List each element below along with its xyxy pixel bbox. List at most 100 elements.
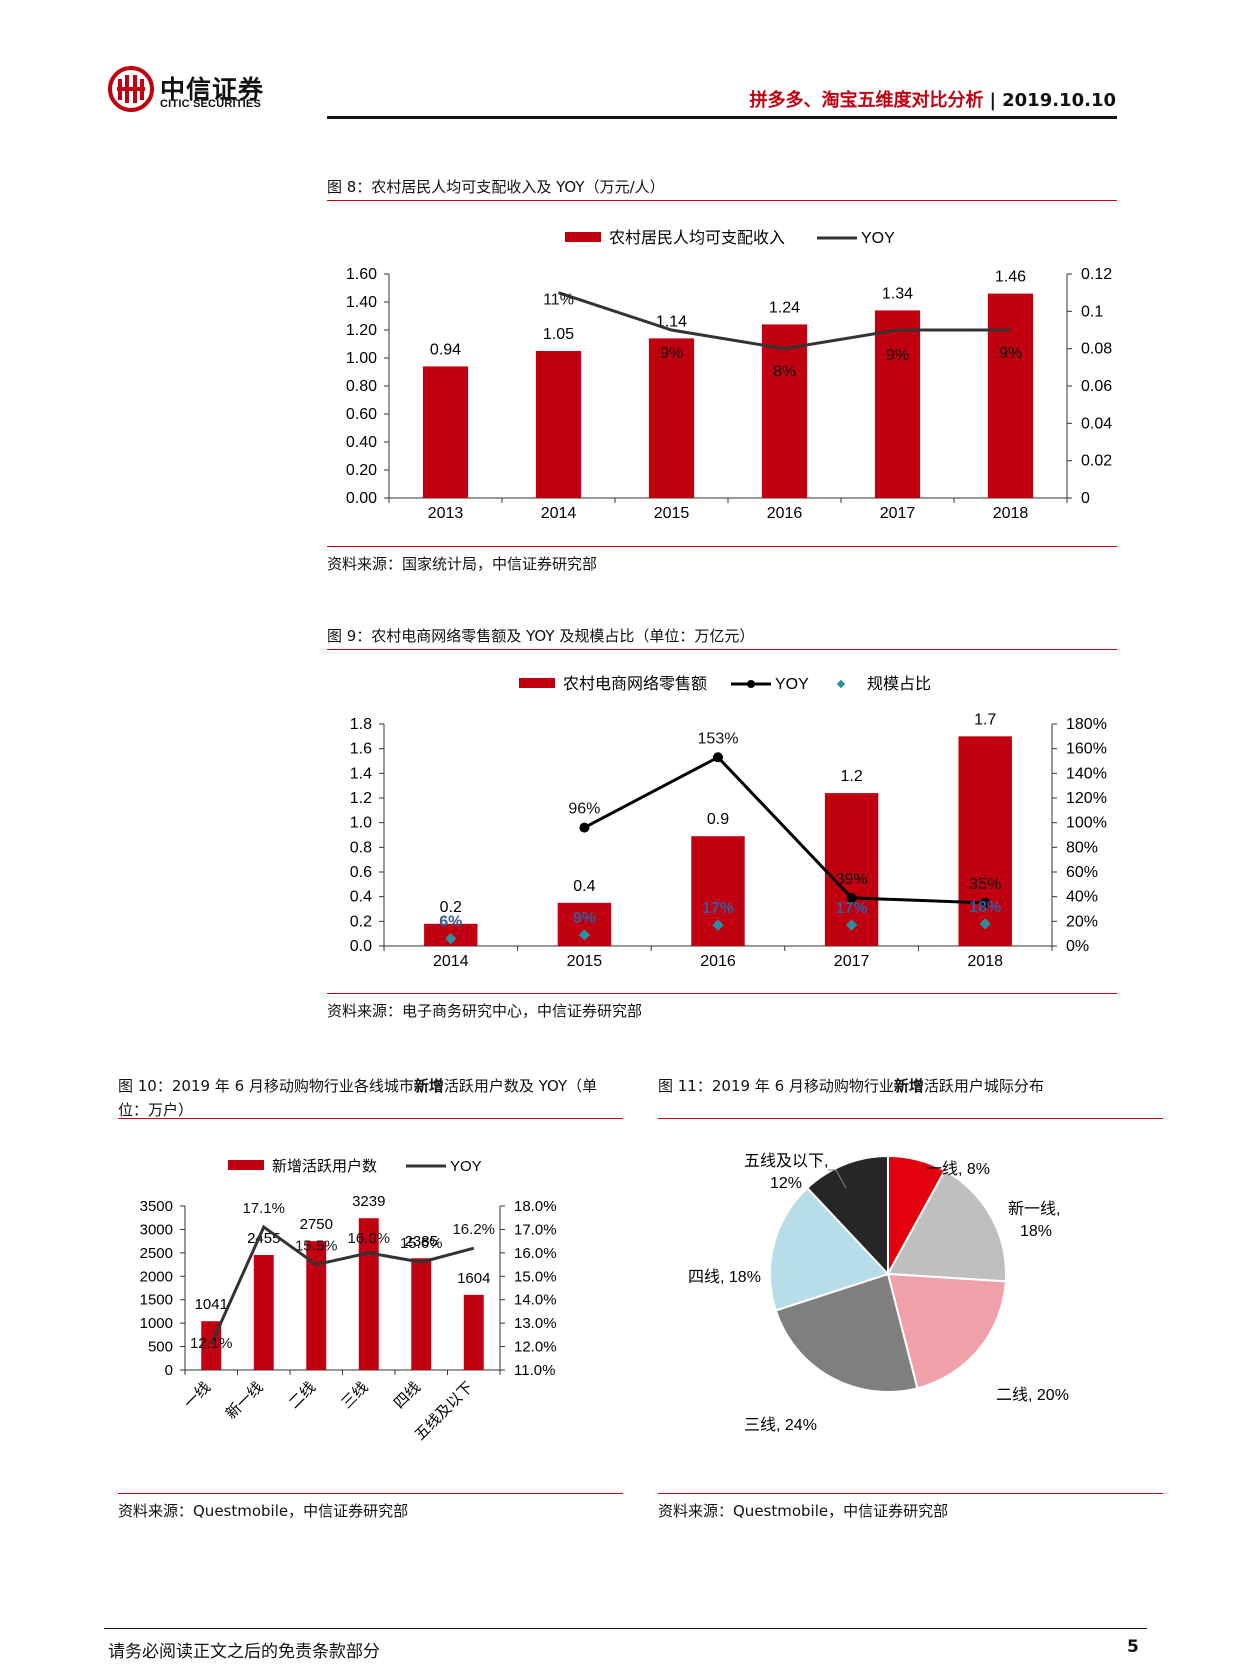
fig11-pie-slice xyxy=(769,1186,890,1312)
fig8-left-tick-label: 1.40 xyxy=(346,294,377,311)
fig10-yoy-label: 16.0% xyxy=(347,1230,390,1247)
fig9-share-point xyxy=(578,929,591,941)
fig8-legend-bar-label: 农村居民人均可支配收入 xyxy=(609,229,785,247)
fig10-source: 资料来源：Questmobile，中信证券研究部 xyxy=(118,1502,409,1520)
fig9-left-tick-label: 0.0 xyxy=(350,938,372,955)
fig9-share-label: 18% xyxy=(969,899,1001,916)
fig8-x-label: 2015 xyxy=(654,505,690,522)
fig10-title-b: 新增 xyxy=(413,1077,444,1095)
fig9-yoy-point xyxy=(846,892,857,903)
fig8-bar-label: 0.94 xyxy=(430,341,461,358)
footer-rule xyxy=(104,1628,1147,1629)
fig9-legend-share-label: 规模占比 xyxy=(867,675,931,693)
fig10-right-tick-label: 14.0% xyxy=(514,1292,557,1309)
report-title: 拼多多、淘宝五维度对比分析 xyxy=(749,90,984,111)
fig10-right-tick-label: 15.0% xyxy=(514,1268,557,1285)
fig9-left-tick-label: 1.0 xyxy=(350,815,372,832)
fig11-label-tier3: 三线, 24% xyxy=(744,1416,817,1434)
fig8-yoy-label: 9% xyxy=(999,345,1022,362)
fig8-title-rule xyxy=(327,200,1117,201)
fig10-left-tick-label: 0 xyxy=(165,1362,173,1379)
fig9-left-tick-label: 1.2 xyxy=(350,790,372,807)
fig8-legend-line-label: YOY xyxy=(861,230,895,247)
fig11-label-tier2: 二线, 20% xyxy=(996,1386,1069,1404)
fig9-title: 图 9：农村电商网络零售额及 YOY 及规模占比（单位：万亿元） xyxy=(327,627,755,645)
fig9-share-label: 17% xyxy=(702,900,734,917)
fig10-legend-bar-label: 新增活跃用户数 xyxy=(272,1158,377,1175)
citic-logo: 中信证券 CITIC SECURITIES xyxy=(108,66,268,112)
fig10-x-label: 四线 xyxy=(391,1379,424,1412)
fig11-source-rule xyxy=(658,1493,1163,1494)
page-number: 5 xyxy=(1127,1637,1139,1657)
fig10-legend-bar-swatch xyxy=(228,1160,264,1170)
fig9-title-rule xyxy=(327,649,1117,650)
fig10-x-label: 新一线 xyxy=(223,1379,267,1423)
fig8-left-tick-label: 0.20 xyxy=(346,462,377,479)
fig8-left-tick-label: 1.00 xyxy=(346,350,377,367)
fig10-title-rule xyxy=(118,1118,623,1119)
fig10-right-tick-label: 18.0% xyxy=(514,1198,557,1215)
report-header: 拼多多、淘宝五维度对比分析 | 2019.10.10 xyxy=(749,90,1116,111)
fig8-left-tick-label: 1.60 xyxy=(346,266,377,283)
fig10-right-tick-label: 13.0% xyxy=(514,1315,557,1332)
fig9-yoy-label: 153% xyxy=(698,730,739,747)
fig9-left-tick-label: 0.4 xyxy=(350,889,372,906)
fig11-label-tier4: 四线, 18% xyxy=(688,1268,761,1286)
fig9-left-tick-label: 1.8 xyxy=(350,716,372,733)
fig10-left-tick-label: 500 xyxy=(148,1339,173,1356)
fig8-bar-label: 1.46 xyxy=(995,269,1026,286)
fig11-label-newtier1-b: 18% xyxy=(1020,1223,1052,1240)
fig8-left-tick-label: 1.20 xyxy=(346,322,377,339)
fig8-source: 资料来源：国家统计局，中信证券研究部 xyxy=(327,555,598,573)
fig11-label-tier5-b: 12% xyxy=(770,1175,802,1192)
report-date: 2019.10.10 xyxy=(1002,90,1116,111)
fig8-right-tick-label: 0.08 xyxy=(1081,341,1112,358)
fig9-yoy-label: 96% xyxy=(568,801,600,818)
fig10-bar-label: 2455 xyxy=(247,1230,280,1247)
fig8-bar-label: 1.05 xyxy=(543,326,574,343)
fig9-yoy-point xyxy=(713,752,723,763)
fig8-bar xyxy=(987,293,1034,498)
fig9-right-tick-label: 180% xyxy=(1066,716,1107,733)
citic-emblem-icon xyxy=(108,66,154,112)
fig9-bar-label: 1.2 xyxy=(840,768,862,785)
fig10-left-tick-label: 3000 xyxy=(140,1221,173,1238)
fig9-legend-share-swatch xyxy=(836,679,846,689)
fig10-right-tick-label: 16.0% xyxy=(514,1245,557,1262)
fig8-legend-bar-swatch xyxy=(565,232,601,242)
fig11-label-tier1: 一线, 8% xyxy=(926,1160,990,1178)
fig8-chart: 0.00 0.20 0.40 0.60 0.80 1.00 1.20 1.40 1.60 0 0.0… xyxy=(346,229,1112,522)
fig11-title-a: 图 11：2019 年 6 月移动购物行业 xyxy=(658,1077,894,1095)
fig8-title: 图 8：农村居民人均可支配收入及 YOY（万元/人） xyxy=(327,178,665,196)
fig11-pie-slice xyxy=(886,1169,1007,1283)
fig9-share-label: 9% xyxy=(573,910,596,927)
fig10-title-line2: 位：万户） xyxy=(118,1101,194,1119)
fig9-bar-label: 0.2 xyxy=(440,899,462,916)
fig11-source: 资料来源：Questmobile，中信证券研究部 xyxy=(658,1502,949,1520)
fig8-yoy-label: 8% xyxy=(773,364,796,381)
fig9-share-point xyxy=(445,932,457,945)
fig9-x-label: 2017 xyxy=(834,953,870,970)
fig9-bar-label: 0.9 xyxy=(707,811,729,828)
fig8-bar xyxy=(535,351,582,498)
fig11-leader-line xyxy=(828,1169,847,1189)
fig8-bar xyxy=(874,310,921,498)
fig9-right-tick-label: 160% xyxy=(1066,741,1107,758)
fig10-left-tick-label: 2500 xyxy=(140,1245,173,1262)
fig10-bar xyxy=(463,1294,484,1370)
fig10-bar-label: 1041 xyxy=(195,1296,228,1313)
fig9-bar-label: 1.7 xyxy=(974,711,996,728)
logo-chinese-name: 中信证券 xyxy=(160,75,265,104)
fig11-pie-slice xyxy=(774,1272,919,1393)
fig9-source-rule xyxy=(327,993,1117,994)
fig10-chart: 0 500 1000 1500 2000 2500 3000 3500 11.0% 12.0% 13… xyxy=(140,1158,557,1444)
fig8-right-tick-label: 0.1 xyxy=(1081,303,1103,320)
fig9-yoy-line xyxy=(583,755,986,905)
fig8-bar xyxy=(761,324,808,498)
fig9-source: 资料来源：电子商务研究中心，中信证券研究部 xyxy=(327,1002,643,1020)
fig9-x-label: 2016 xyxy=(700,953,736,970)
fig10-title-line1: 图 10：2019 年 6 月移动购物行业各线城市新增活跃用户数及 YOY（单 xyxy=(118,1075,597,1096)
fig9-legend-line-label: YOY xyxy=(775,676,809,693)
fig10-yoy-line xyxy=(209,1224,475,1345)
fig11-pie-slice xyxy=(886,1272,1007,1390)
